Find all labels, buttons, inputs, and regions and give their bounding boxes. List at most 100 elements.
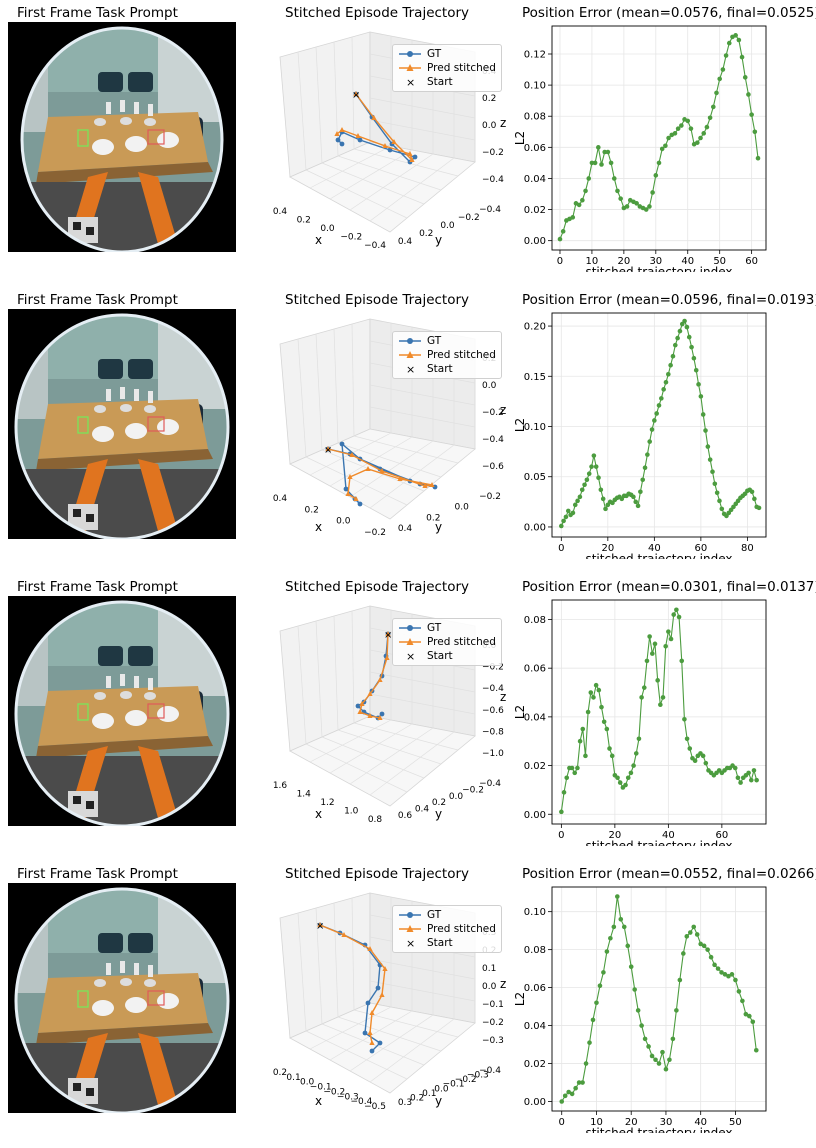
y-tick-label: 0.08 [524, 945, 546, 956]
error-point [742, 75, 748, 80]
gt-point [379, 711, 385, 717]
y-tick-label: 0.6 [398, 811, 413, 821]
y-tick-label: 0.0 [434, 1084, 449, 1094]
error-point [694, 932, 700, 937]
error-series-line [561, 896, 757, 1102]
x-axis-label: stitched trajectory index [585, 839, 732, 846]
z-tick-label: 0.0 [482, 121, 497, 131]
error-point [707, 457, 713, 462]
error-point [675, 126, 681, 131]
error-point [674, 607, 679, 613]
error-point [577, 738, 583, 744]
error-point [679, 658, 685, 664]
error-point [684, 934, 690, 939]
legend-label-pred: Pred stitched [427, 62, 496, 74]
x-tick-label: 0.4 [273, 207, 288, 217]
error-point [705, 444, 711, 449]
error-point [714, 90, 719, 96]
z-axis-label: z [500, 690, 506, 704]
error-point [682, 318, 687, 324]
error-point [580, 726, 586, 732]
error-point [645, 452, 650, 457]
legend-label-start: Start [427, 76, 453, 88]
x-tick-label: −0.5 [364, 1102, 386, 1112]
y-tick-label: 0.2 [426, 513, 440, 523]
plot-frame [551, 599, 767, 825]
x-tick-label: 0 [558, 543, 564, 554]
start-marker: × [384, 630, 392, 641]
error-point [653, 1057, 658, 1063]
error-point [603, 506, 608, 512]
error-point [698, 135, 703, 141]
x-tick-label: 80 [741, 543, 754, 554]
error-point [586, 176, 592, 181]
error-series-line [560, 608, 758, 812]
error-point [590, 1017, 596, 1023]
error-point [714, 490, 720, 496]
pred-point [369, 1040, 375, 1045]
error-point [587, 1040, 592, 1045]
pred-point [359, 701, 365, 706]
error-point [654, 411, 659, 416]
z-tick-label: −0.1 [482, 1000, 504, 1010]
trajectory-panel-title: Stitched Episode Trajectory [285, 579, 470, 595]
error-point [559, 809, 564, 815]
legend-label-pred: Pred stitched [427, 349, 496, 361]
error-point [623, 782, 628, 788]
error-point [589, 160, 595, 166]
x-axis-label: x [315, 520, 322, 534]
x-tick-label: −0.2 [364, 528, 386, 538]
y-axis-label: L2 [513, 131, 527, 145]
trajectory-3d-plot: 0.2 0.1 0.0−0.1−0.2−0.3−0.4−0.5−0.4−0.3−0.… [273, 892, 506, 1112]
error-point [756, 505, 762, 511]
pred-point [367, 946, 373, 951]
legend-item-gt: GT [398, 334, 496, 348]
x-tick-label: 0 [557, 256, 563, 267]
image-panel-title: First Frame Task Prompt [17, 292, 178, 308]
error-point [632, 987, 637, 992]
y-tick-label: 0.10 [524, 422, 546, 433]
z-tick-label: −0.8 [482, 727, 504, 737]
error-point [700, 412, 706, 417]
error-point [643, 207, 649, 212]
y-tick-label: 0.02 [524, 1059, 546, 1070]
error-point [666, 629, 671, 634]
z-tick-label: 0.1 [482, 964, 496, 974]
error-point [746, 770, 751, 776]
error-point [753, 1047, 759, 1053]
error-point [586, 471, 592, 477]
legend-label-pred: Pred stitched [427, 636, 496, 648]
error-point [583, 188, 588, 194]
error-point [631, 494, 636, 500]
pred-point [367, 1030, 373, 1035]
error-point [660, 1049, 665, 1055]
error-panel-title: Position Error (mean=0.0301, final=0.013… [522, 579, 816, 595]
error-point [617, 780, 623, 785]
error-point [608, 935, 613, 941]
error-point [668, 362, 673, 368]
start-marker: × [352, 90, 360, 101]
error-point [563, 514, 569, 520]
error-point [646, 1044, 651, 1049]
pred-point [357, 709, 363, 714]
z-tick-label: −0.3 [482, 1036, 504, 1046]
error-point [681, 951, 686, 956]
plot-frame [551, 886, 767, 1112]
x-axis-label: stitched trajectory index [585, 552, 732, 559]
pred-point [349, 452, 355, 457]
legend-item-start: × Start [398, 936, 496, 950]
x-tick-label: 0.8 [368, 815, 383, 825]
error-point [703, 760, 709, 766]
gt-point [355, 703, 361, 709]
error-point [583, 753, 588, 759]
pred-point [385, 631, 391, 636]
error-point [726, 40, 732, 46]
error-point [743, 1011, 749, 1017]
y-tick-label: 0.0 [440, 221, 455, 231]
error-point [557, 236, 563, 242]
error-point [704, 124, 710, 130]
error-point [670, 353, 676, 359]
y-axis-label: y [435, 807, 442, 821]
error-point [668, 636, 674, 642]
z-tick-label: −0.4 [482, 435, 504, 445]
